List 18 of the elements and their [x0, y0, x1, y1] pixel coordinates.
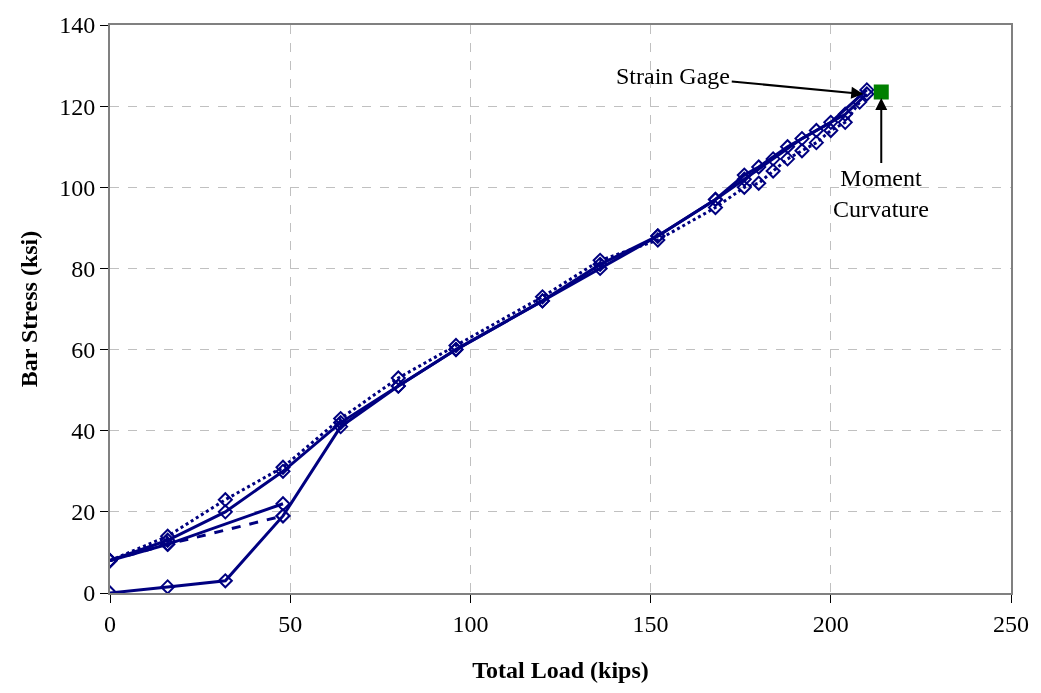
x-axis-title: Total Load (kips): [472, 656, 649, 683]
y-tick-label: 60: [71, 336, 96, 363]
y-tick-label: 0: [83, 580, 96, 607]
y-tick-label: 80: [71, 255, 96, 282]
y-tick-label: 20: [71, 499, 96, 526]
x-tick-label: 50: [278, 610, 303, 637]
x-tick-label: 0: [104, 610, 116, 637]
x-tick-label: 100: [452, 610, 489, 637]
y-axis-title: Bar Stress (ksi): [15, 230, 42, 388]
x-tick-label: 200: [812, 610, 849, 637]
annotation: Moment Curvature: [833, 165, 929, 223]
x-tick-label: 150: [632, 610, 669, 637]
y-tick-label: 40: [71, 418, 96, 445]
y-tick-label: 120: [59, 93, 96, 120]
annotation: Strain Gage: [616, 63, 730, 89]
x-tick-label: 250: [993, 610, 1029, 637]
y-tick-label: 140: [59, 12, 96, 39]
y-tick-label: 100: [59, 174, 96, 201]
